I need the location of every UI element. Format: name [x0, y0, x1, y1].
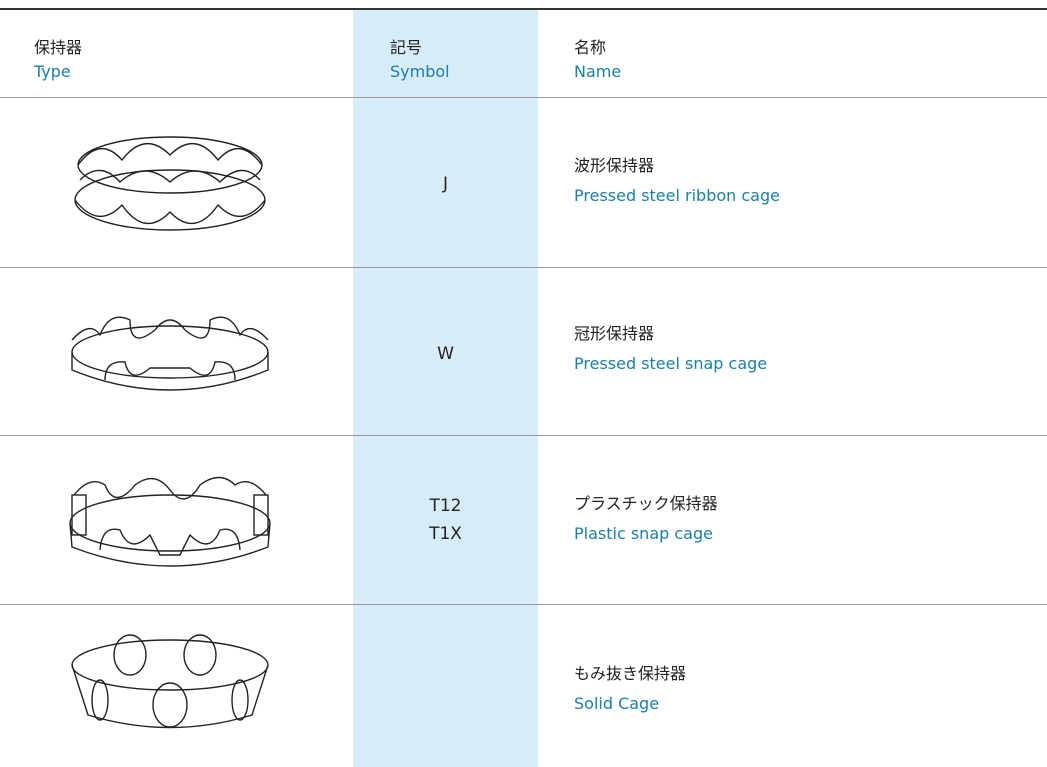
- top-border: [0, 8, 1047, 10]
- name-ja: 冠形保持器: [574, 324, 655, 343]
- header-symbol-ja: 記号: [390, 38, 423, 57]
- symbol: T12: [429, 496, 462, 516]
- symbol: J: [442, 174, 448, 194]
- header-name-ja: 名称: [574, 38, 607, 57]
- name-en: Pressed steel snap cage: [574, 354, 768, 373]
- row-divider: [0, 435, 1047, 436]
- ribbon-cage-drawing: [74, 136, 266, 231]
- header-type-en: Type: [34, 62, 71, 81]
- row-divider: [0, 97, 1047, 98]
- symbol: W: [437, 344, 454, 364]
- row-divider: [0, 267, 1047, 268]
- name-en: Plastic snap cage: [574, 524, 713, 543]
- name-ja: もみ抜き保持器: [574, 664, 687, 683]
- snap-cage-drawing: [71, 316, 269, 391]
- header-name-en: Name: [574, 62, 622, 81]
- header-type-ja: 保持器: [34, 38, 83, 57]
- name-en: Pressed steel ribbon cage: [574, 186, 780, 205]
- row-divider: [0, 604, 1047, 605]
- symbol-column: [353, 10, 538, 767]
- name-en: Solid Cage: [574, 694, 660, 713]
- name-ja: プラスチック保持器: [574, 494, 718, 513]
- name-ja: 波形保持器: [574, 156, 655, 175]
- solid-cage-drawing: [71, 634, 269, 729]
- symbol: T1X: [429, 524, 462, 544]
- plastic-cage-drawing: [69, 476, 271, 567]
- header-symbol-en: Symbol: [390, 62, 450, 81]
